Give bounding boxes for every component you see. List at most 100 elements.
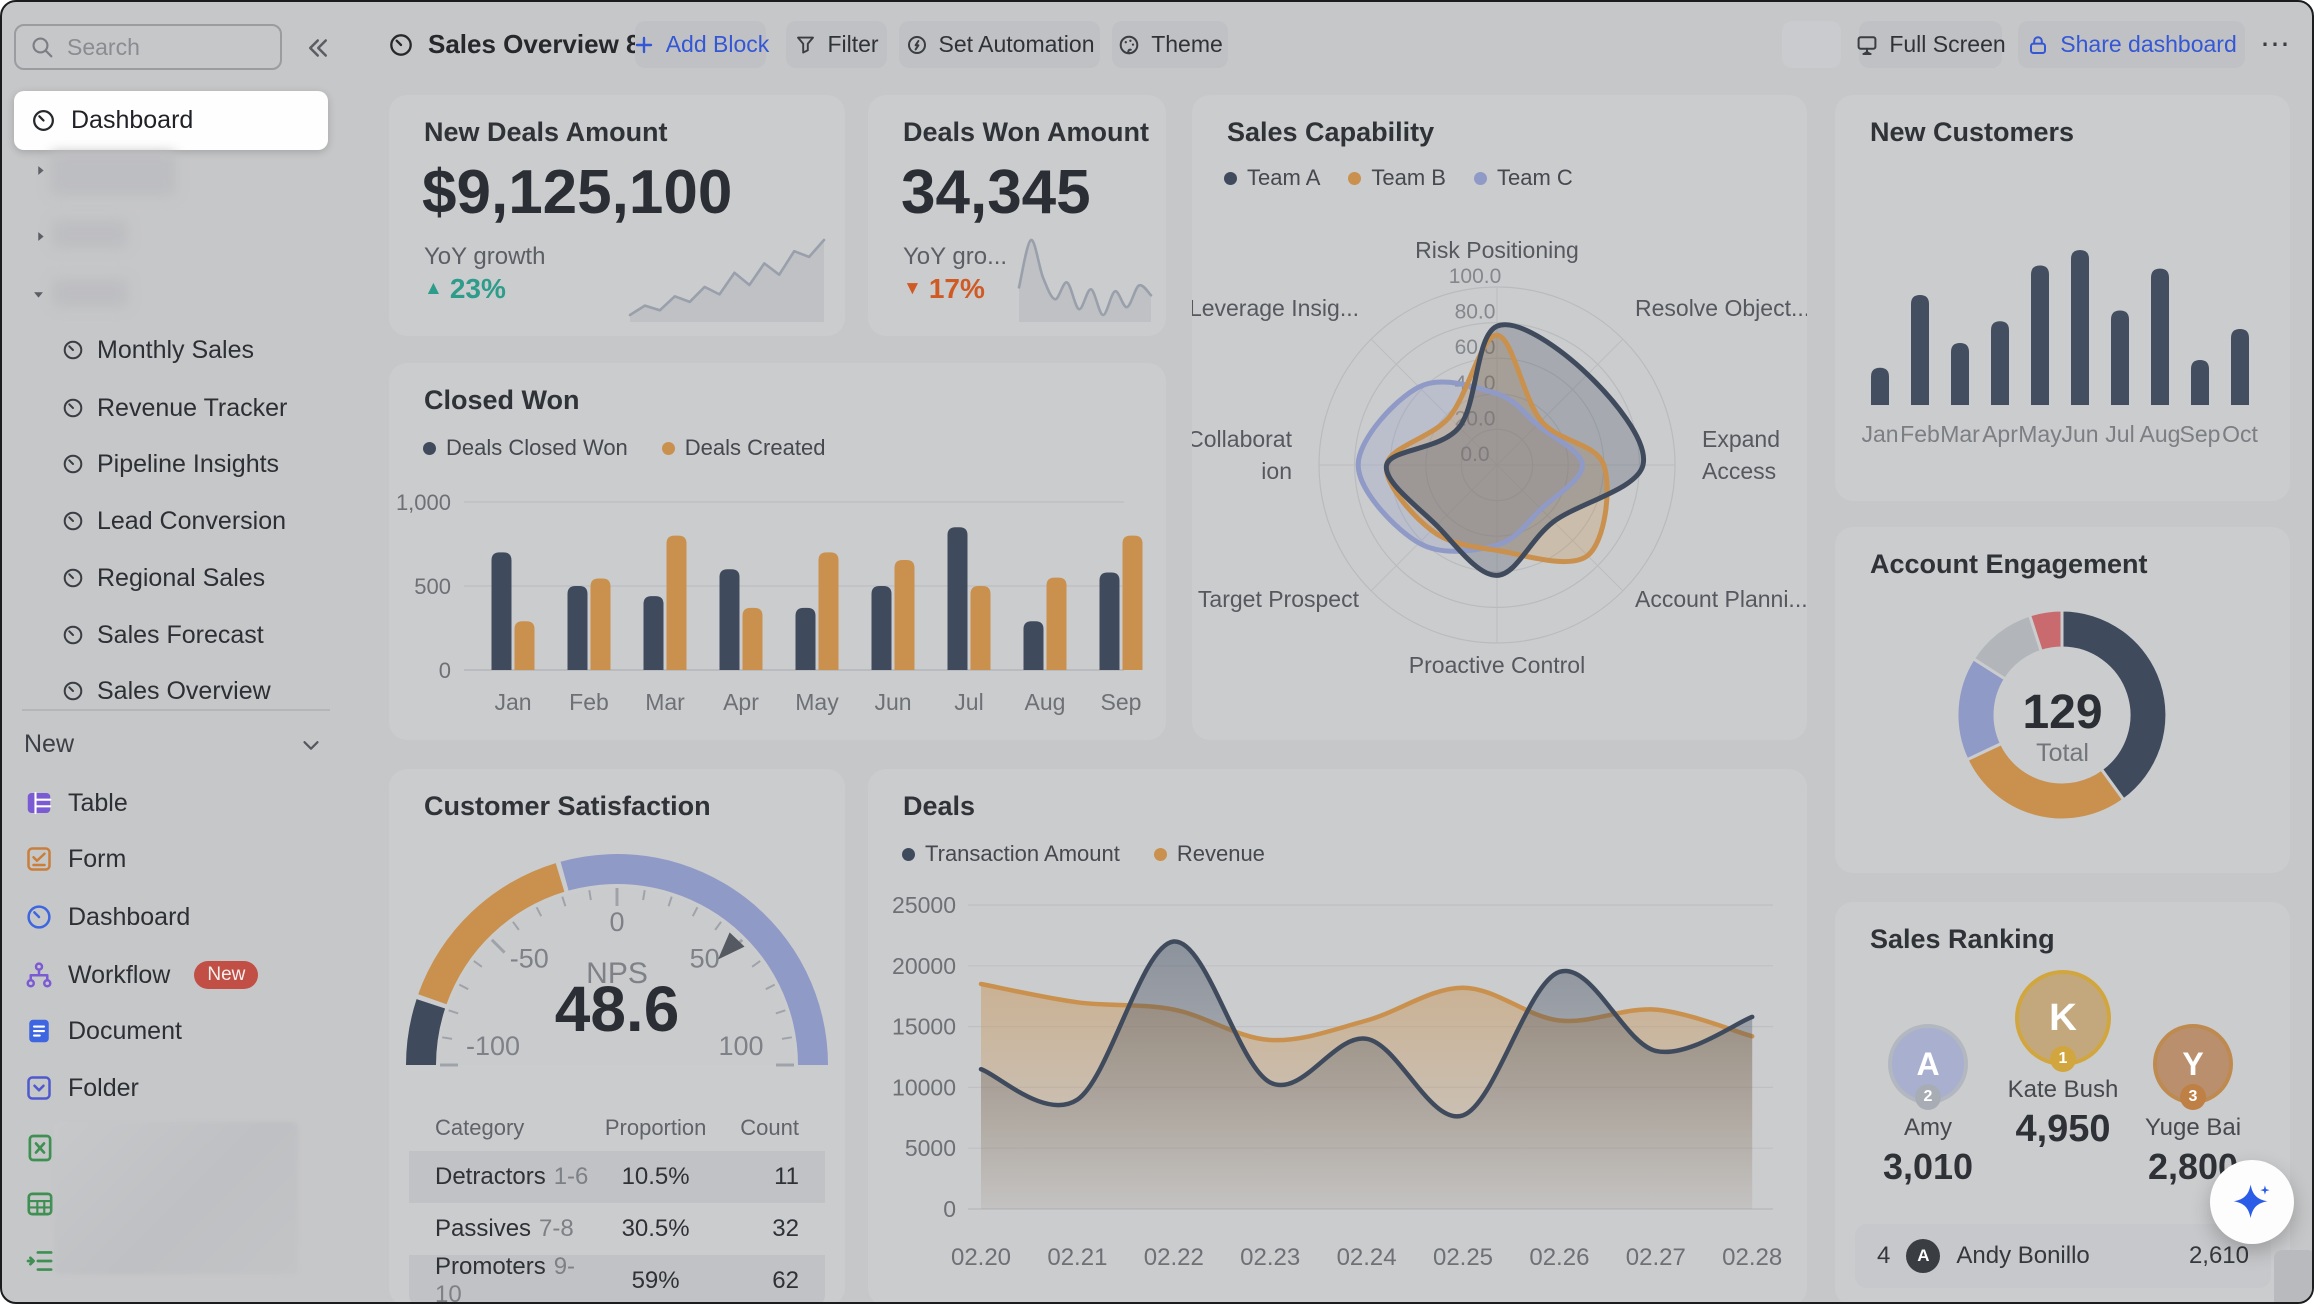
card-title: New Deals Amount	[424, 117, 668, 147]
expand-caret-icon[interactable]	[30, 160, 50, 180]
lock-icon	[2026, 33, 2050, 57]
skeleton-row	[52, 220, 128, 248]
svg-text:Aug: Aug	[2140, 421, 2181, 447]
sidebar-item-dashboard-active[interactable]: Dashboard	[14, 91, 328, 150]
dashboard-icon	[63, 625, 83, 645]
search-icon	[29, 34, 55, 60]
svg-text:10000: 10000	[892, 1074, 956, 1100]
sidebar-item-form[interactable]: Form	[24, 839, 126, 879]
caretRight-icon	[37, 231, 44, 241]
sidebar-item-pipeline-insights[interactable]: Pipeline Insights	[61, 444, 279, 484]
sheet-grid-icon[interactable]	[24, 1188, 56, 1220]
sidebar-item-label: Table	[68, 788, 128, 817]
sidebar-item-revenue-tracker[interactable]: Revenue Tracker	[61, 388, 287, 428]
search-input[interactable]	[14, 24, 282, 70]
chevrons-left-icon	[303, 33, 333, 63]
sidebar-item-sales-forecast[interactable]: Sales Forecast	[61, 615, 264, 655]
legend-dot-icon	[661, 441, 675, 455]
ranking-name: Amy	[1904, 1114, 1952, 1141]
section-label: New	[24, 730, 75, 758]
nps-breakdown-table: Category Proportion Count Detractors 1-6 10.5…	[409, 1105, 825, 1302]
set-automation-button[interactable]: Set Automation	[899, 21, 1100, 68]
nps-gauge-chart: -100 -50 0 50 100	[406, 854, 828, 1067]
skeleton-row	[50, 152, 176, 196]
svg-text:Sep: Sep	[1101, 689, 1142, 715]
skeleton-row	[52, 279, 128, 307]
ai-assistant-button[interactable]	[2210, 1160, 2294, 1244]
theme-button[interactable]: Theme	[1112, 21, 1228, 68]
dashboard-title: Sales Overview 8	[387, 29, 640, 60]
collapse-caret-icon[interactable]	[28, 284, 48, 304]
sidebar-item-sales-overview[interactable]: Sales Overview	[61, 671, 271, 711]
filter-button[interactable]: Filter	[786, 21, 887, 68]
sidebar-section-new[interactable]: New	[24, 730, 324, 759]
kpi-sublabel: YoY gro...	[903, 243, 1008, 270]
import-list-icon[interactable]	[24, 1245, 56, 1277]
sidebar-item-table[interactable]: Table	[24, 783, 128, 823]
card-deals-won-amount: Deals Won Amount 34,345 YoY gro... ▼ 17%	[868, 95, 1166, 336]
set-automation-label: Set Automation	[938, 31, 1095, 57]
chevdown-icon	[303, 740, 319, 750]
svg-text:02.25: 02.25	[1433, 1244, 1493, 1271]
sidebar-collapse-button[interactable]	[298, 28, 338, 68]
sidebar-item-lead-conversion[interactable]: Lead Conversion	[61, 501, 286, 541]
sidebar-item-label: Regional Sales	[97, 563, 266, 592]
automation-icon	[907, 35, 926, 54]
svg-text:Target Prospect: Target Prospect	[1198, 586, 1360, 612]
donut-total-label: Total	[2036, 739, 2089, 767]
card-account-engagement: Account Engagement 129 Total	[1835, 527, 2290, 873]
sidebar-item-dashboard[interactable]: Dashboard	[24, 897, 190, 937]
category-cell: Detractors 1-6	[435, 1163, 589, 1190]
share-dashboard-button[interactable]: Share dashboard	[2018, 21, 2245, 68]
scrollbar-thumb[interactable]	[2274, 1250, 2312, 1302]
ranking-podium-item: K 1 Kate Bush 4,950	[1993, 970, 2133, 1151]
lock-icon	[2030, 35, 2047, 54]
dashboard-icon	[63, 340, 83, 360]
legend-item: Revenue	[1153, 841, 1265, 867]
clock-icon	[27, 905, 51, 929]
legend-dot-icon	[1473, 171, 1487, 185]
svg-text:100.0: 100.0	[1449, 265, 1502, 288]
card-title: Deals Won Amount	[903, 117, 1150, 147]
sidebar-item-folder[interactable]: Folder	[24, 1068, 139, 1108]
sidebar-active-label: Dashboard	[71, 106, 194, 134]
theme-icon	[1119, 35, 1139, 54]
svg-text:Proactive Control: Proactive Control	[1409, 652, 1585, 678]
svg-text:02.22: 02.22	[1144, 1244, 1204, 1271]
svg-text:02.24: 02.24	[1337, 1244, 1397, 1271]
expand-caret-icon[interactable]	[30, 226, 50, 246]
card-title: Sales Ranking	[1870, 924, 2055, 954]
card-sales-capability: Sales Capability Team A Team B Team C Risk…	[1192, 95, 1807, 740]
category-cell: Passives 7-8	[435, 1215, 574, 1242]
rank-badge: 3	[2180, 1084, 2206, 1110]
chart-legend: Deals Closed Won Deals Created	[423, 435, 825, 461]
search-field[interactable]	[67, 33, 247, 61]
spreadsheet-file-icon[interactable]	[24, 1132, 56, 1164]
add-block-button[interactable]: Add Block	[635, 21, 769, 68]
dashboard-icon	[30, 107, 57, 134]
page-title: Sales Overview 8	[428, 29, 641, 59]
engagement-donut-chart	[1955, 608, 2169, 822]
svg-text:-100: -100	[466, 1031, 520, 1061]
more-button[interactable]: ⋯	[2252, 21, 2300, 68]
sidebar-item-regional-sales[interactable]: Regional Sales	[61, 558, 265, 598]
legend-dot-icon	[423, 441, 436, 455]
ranking-name: Yuge Bai	[2144, 1114, 2242, 1141]
svg-text:0.0: 0.0	[1460, 443, 1489, 466]
svg-text:Mar: Mar	[645, 689, 685, 715]
svg-text:Jul: Jul	[2105, 421, 2134, 447]
add-block-label: Add Block	[665, 31, 770, 57]
full-screen-button[interactable]: Full Screen	[1857, 21, 2006, 68]
card-title: Closed Won	[424, 385, 580, 415]
dashboard-icon	[63, 398, 83, 418]
sidebar-item-label: Sales Forecast	[97, 620, 264, 649]
sidebar-item-label: Revenue Tracker	[97, 393, 288, 422]
svg-text:ion: ion	[1261, 458, 1292, 484]
card-new-deals-amount: New Deals Amount $9,125,100 YoY growth ▲…	[389, 95, 845, 336]
svg-text:100: 100	[718, 1031, 763, 1061]
sidebar-item-document[interactable]: Document	[24, 1011, 182, 1051]
sidebar-item-monthly-sales[interactable]: Monthly Sales	[61, 330, 254, 370]
ranking-name: Andy Bonillo	[1956, 1242, 2090, 1269]
ranking-podium-item: A 2 Amy 3,010	[1858, 1024, 1998, 1188]
sidebar-item-workflow[interactable]: Workflow New	[24, 955, 259, 995]
